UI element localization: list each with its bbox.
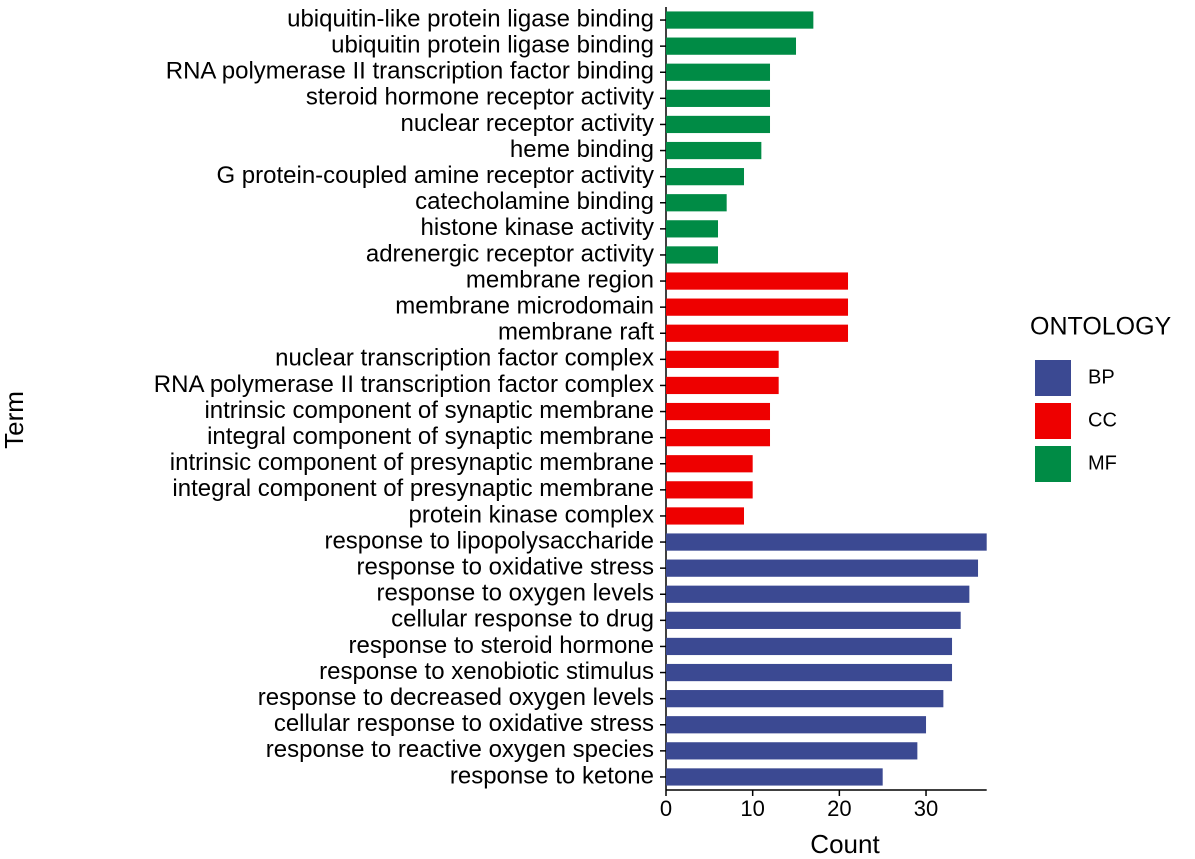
y-tick-label: membrane region [466, 266, 654, 293]
y-tick-label: integral component of synaptic membrane [207, 423, 654, 450]
y-tick-label: ubiquitin protein ligase binding [331, 31, 654, 58]
y-tick-label: RNA polymerase II transcription factor c… [154, 371, 654, 398]
legend-title: ONTOLOGY [1030, 313, 1172, 341]
bar [666, 350, 779, 368]
y-tick-label: response to oxidative stress [357, 553, 654, 580]
bar [666, 220, 719, 238]
bar [666, 716, 927, 734]
bar [666, 481, 753, 499]
y-tick-label: nuclear transcription factor complex [275, 345, 654, 372]
y-tick-label: adrenergic receptor activity [366, 240, 654, 267]
y-tick-label: response to reactive oxygen species [266, 736, 654, 763]
x-tick-label: 30 [914, 796, 938, 821]
bar [666, 533, 987, 551]
legend-label: CC [1088, 409, 1117, 431]
y-tick-label: response to steroid hormone [348, 632, 654, 659]
bar [666, 115, 771, 134]
y-tick-label: steroid hormone receptor activity [306, 84, 654, 111]
bar [666, 585, 970, 603]
bar [666, 324, 849, 342]
legend-key [1035, 403, 1071, 439]
bar [666, 89, 771, 107]
bar [666, 168, 745, 186]
legend-label: MF [1088, 452, 1117, 474]
y-tick-label: intrinsic component of presynaptic membr… [170, 449, 654, 476]
y-tick-label: response to decreased oxygen levels [258, 684, 654, 711]
y-tick-label: membrane raft [498, 319, 654, 346]
y-tick-label: catecholamine binding [415, 188, 654, 215]
bar [666, 194, 727, 212]
legend-key [1035, 360, 1071, 396]
y-tick-label: RNA polymerase II transcription factor b… [166, 58, 654, 85]
bar [666, 63, 771, 81]
bar [666, 455, 753, 473]
x-tick-label: 0 [660, 796, 672, 821]
bar [666, 298, 849, 316]
bar [666, 507, 745, 525]
bar [666, 272, 849, 290]
y-tick-label: response to lipopolysaccharide [324, 527, 654, 554]
bar [666, 11, 814, 29]
bar [666, 611, 961, 629]
y-tick-label: response to ketone [450, 762, 654, 789]
y-tick-label: G protein-coupled amine receptor activit… [216, 162, 654, 189]
bar [666, 37, 797, 55]
bar [666, 637, 953, 656]
bar [666, 402, 771, 421]
legend-label: BP [1088, 366, 1115, 388]
y-tick-label: response to xenobiotic stimulus [319, 658, 654, 685]
y-tick-label: intrinsic component of synaptic membrane [204, 397, 654, 424]
y-tick-label: protein kinase complex [409, 501, 654, 528]
x-tick-label: 20 [827, 796, 851, 821]
x-tick-label: 10 [740, 796, 764, 821]
y-tick-label: nuclear receptor activity [401, 110, 654, 137]
y-axis-title: Term [0, 391, 29, 449]
y-tick-label: cellular response to drug [391, 606, 654, 633]
y-tick-label: cellular response to oxidative stress [274, 710, 654, 737]
bar [666, 376, 779, 395]
bar [666, 559, 979, 577]
bar [666, 690, 944, 708]
legend-key [1035, 446, 1071, 482]
y-tick-label: integral component of presynaptic membra… [172, 475, 654, 502]
bar [666, 768, 883, 786]
y-tick-label: histone kinase activity [421, 214, 654, 241]
y-tick-label: heme binding [510, 136, 654, 163]
bar [666, 141, 762, 160]
x-axis-title: Count [810, 829, 880, 859]
bar [666, 742, 918, 760]
y-tick-label: ubiquitin-like protein ligase binding [287, 5, 654, 32]
bar [666, 663, 953, 682]
y-tick-label: membrane microdomain [395, 292, 654, 319]
bar [666, 429, 771, 447]
y-tick-label: response to oxygen levels [377, 580, 655, 607]
bar [666, 246, 719, 264]
